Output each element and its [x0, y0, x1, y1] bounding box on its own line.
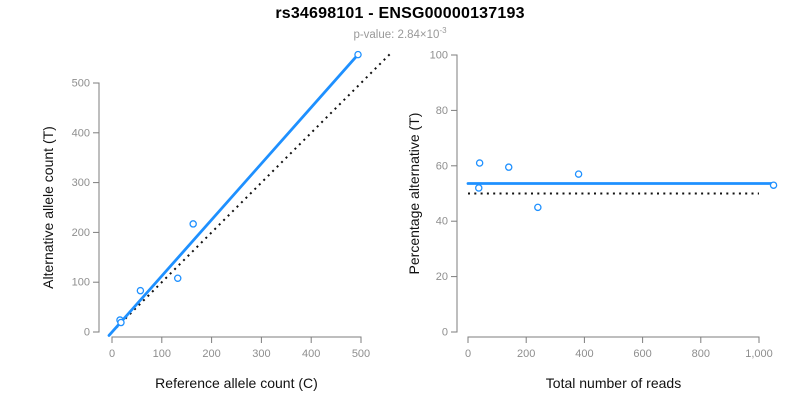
y-axis	[451, 54, 458, 333]
percentage-scatter: 0 20 40 60 80 100 0 200 400 600 800 1,000 Total numb…	[406, 50, 778, 391]
data-point	[769, 181, 778, 189]
y-tick-label: 20	[436, 271, 448, 283]
x-tick-label: 300	[252, 348, 270, 360]
y-tick-label: 500	[72, 78, 90, 90]
data-point	[504, 163, 513, 171]
x-tick-label: 1,000	[745, 348, 773, 360]
data-point	[534, 203, 542, 212]
y-tick-label: 100	[430, 50, 448, 62]
x-axis	[467, 336, 760, 343]
x-tick-label: 100	[153, 348, 171, 360]
x-tick-label: 400	[575, 348, 593, 360]
data-point	[189, 220, 197, 228]
y-tick-label: 0	[84, 327, 90, 339]
y-tick-label: 300	[72, 177, 90, 189]
y-tick-label: 40	[436, 216, 448, 228]
pvalue-subtitle: p-value: 2.84×10-3	[0, 26, 800, 41]
x-tick-label: 0	[109, 348, 115, 360]
x-tick-label: 800	[692, 348, 710, 360]
x-tick-label: 500	[352, 348, 370, 360]
allele-count-scatter: 0 100 200 300 400 500 0 100 200 300 400 500 Referenc…	[40, 50, 391, 391]
y-tick-label: 200	[72, 227, 90, 239]
data-point	[354, 50, 362, 59]
pvalue-text: p-value: 2.84×10	[353, 28, 440, 41]
y-tick-label: 100	[72, 277, 90, 289]
data-point	[136, 286, 145, 295]
data-point	[475, 184, 483, 192]
x-axis-label: Total number of reads	[546, 375, 681, 391]
data-point	[574, 170, 583, 178]
x-tick-label: 200	[517, 348, 535, 360]
data-point	[117, 318, 125, 327]
x-tick-label: 200	[202, 348, 220, 360]
data-point	[173, 274, 182, 282]
x-tick-label: 0	[465, 348, 471, 360]
data-point	[475, 159, 484, 167]
y-axis-label: Alternative allele count (T)	[40, 126, 56, 289]
pvalue-exponent: -3	[439, 26, 447, 35]
y-tick-label: 80	[436, 105, 448, 117]
y-axis	[93, 82, 100, 333]
y-axis-label: Percentage alternative (T)	[406, 113, 422, 275]
y-tick-label: 0	[442, 327, 448, 339]
x-axis	[111, 336, 362, 343]
x-tick-label: 600	[633, 348, 651, 360]
page-title: rs34698101 - ENSG00000137193	[275, 5, 525, 22]
x-tick-label: 400	[302, 348, 320, 360]
y-tick-label: 400	[72, 127, 90, 139]
fit-line	[107, 53, 360, 337]
identity-line	[111, 53, 391, 333]
y-tick-label: 60	[436, 160, 448, 172]
x-axis-label: Reference allele count (C)	[155, 375, 318, 391]
